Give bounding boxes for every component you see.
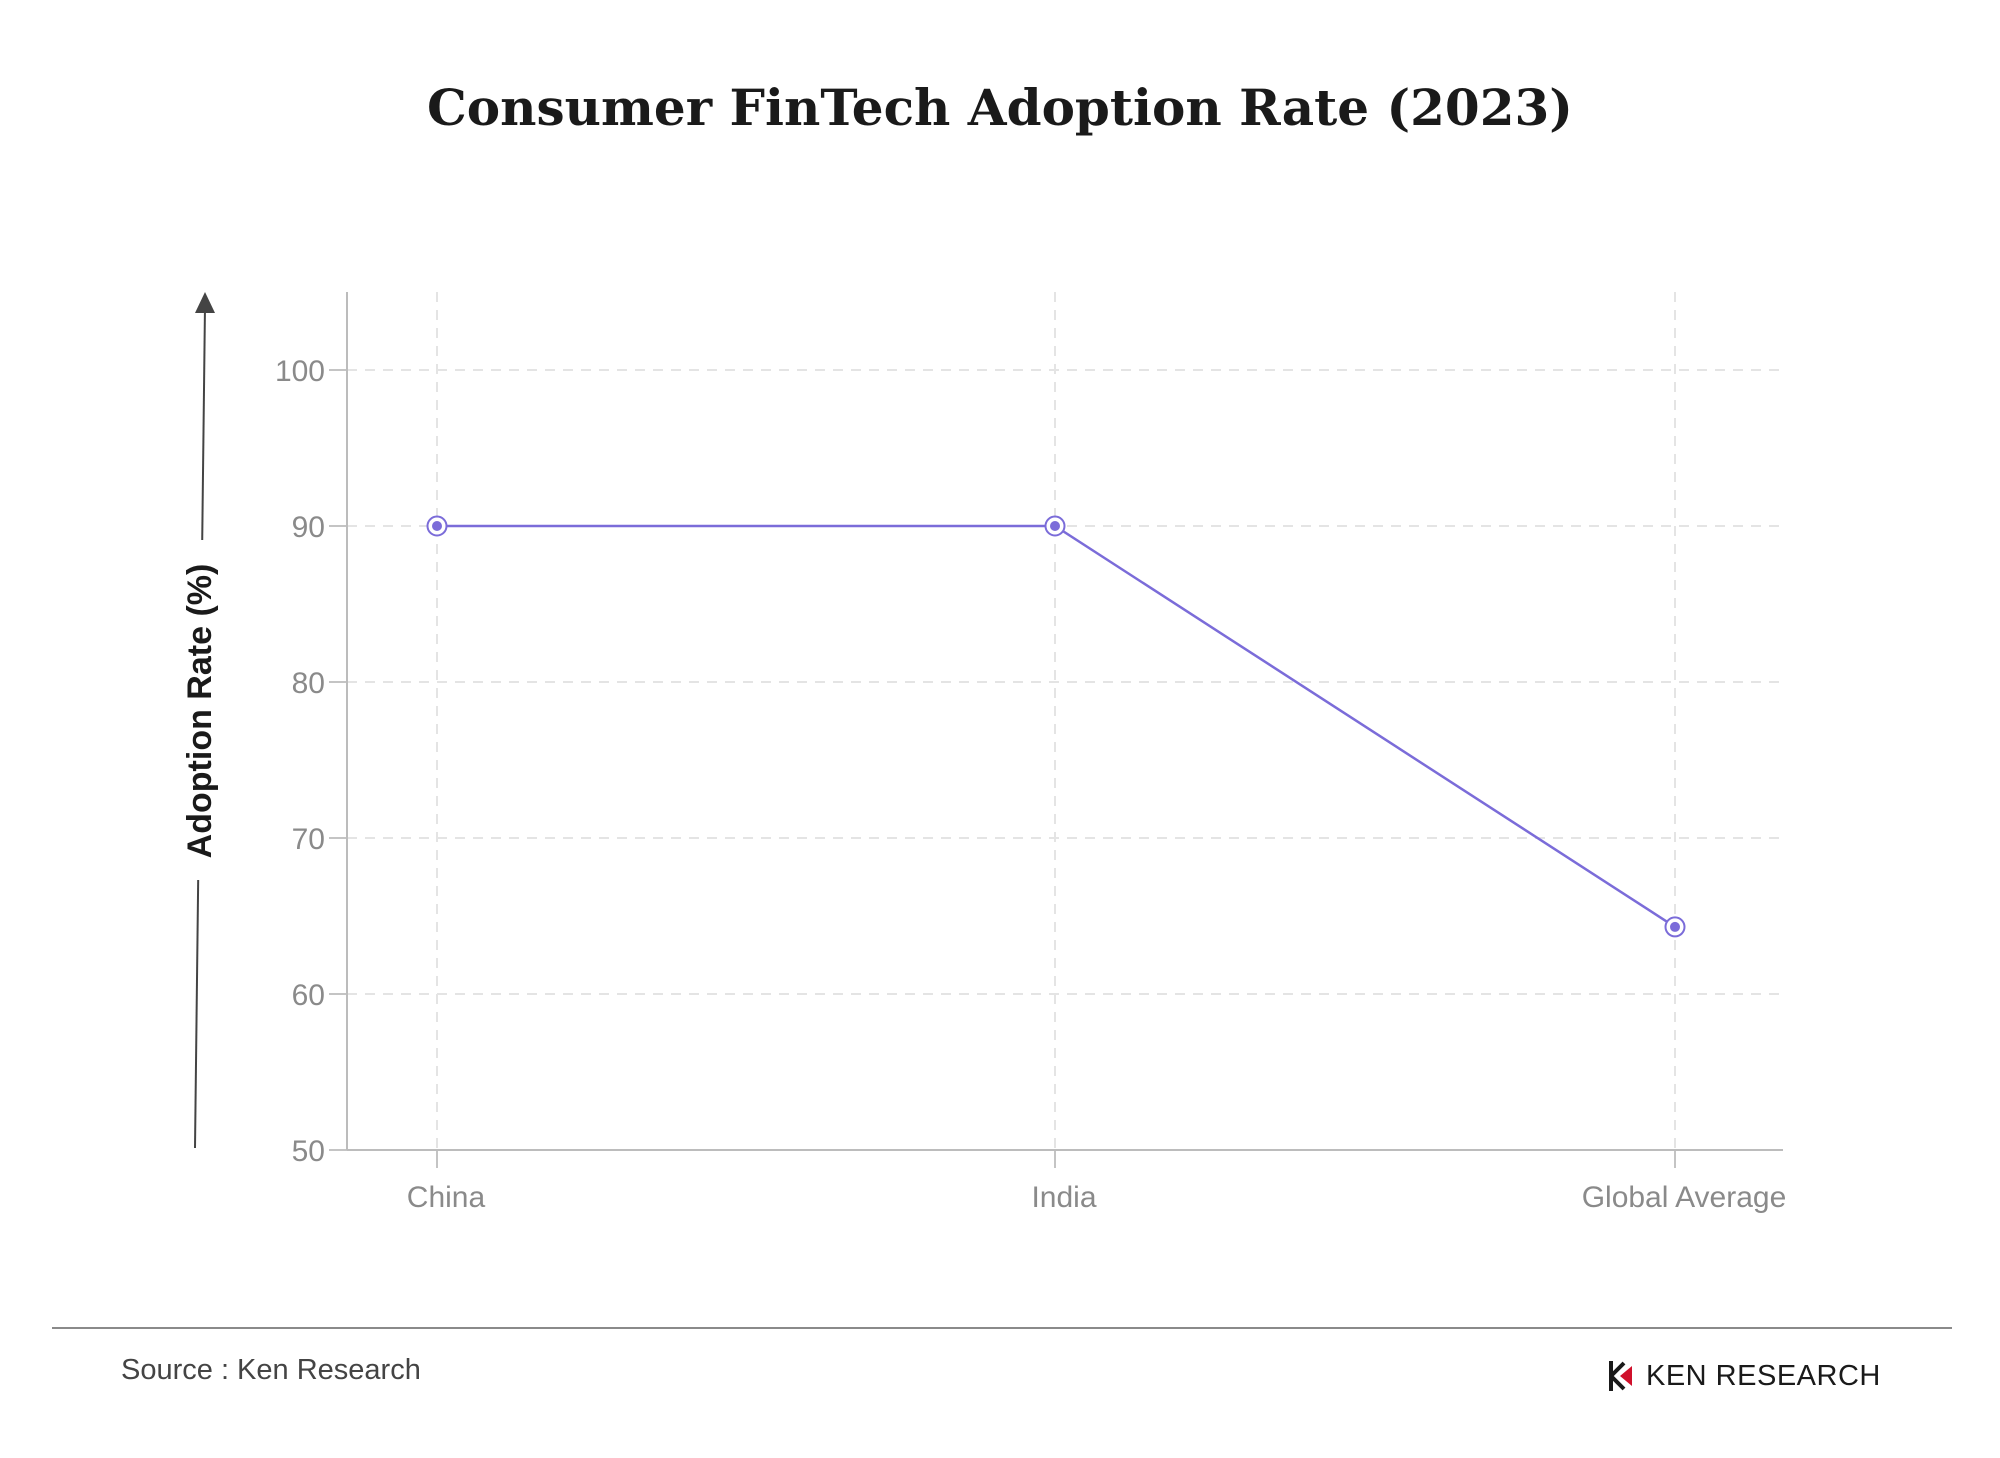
y-tick-label: 60	[292, 979, 325, 1012]
chart-title: Consumer FinTech Adoption Rate (2023)	[427, 78, 1573, 137]
footer-divider	[52, 1327, 1952, 1329]
data-point	[1670, 921, 1680, 932]
x-tick-labels: China India Global Average	[407, 1181, 1787, 1214]
y-tick-labels: 50 60 70 80 90 100	[275, 355, 325, 1168]
x-tick-label: India	[1031, 1181, 1096, 1214]
ken-research-logo-icon	[1609, 1361, 1632, 1391]
y-label-backdrop	[185, 540, 235, 880]
brand-name: KEN RESEARCH	[1646, 1359, 1881, 1392]
source-note: Source : Ken Research	[121, 1354, 421, 1386]
data-point	[432, 521, 442, 531]
y-axis-arrowhead	[195, 292, 215, 313]
data-point	[1050, 521, 1060, 531]
brand-logo: KEN RESEARCH	[1608, 1358, 1881, 1394]
series-layer	[426, 515, 1686, 938]
y-tick-label: 100	[275, 355, 325, 388]
axes	[185, 292, 1783, 1168]
x-tick-label: China	[407, 1181, 486, 1214]
y-axis-label: Adoption Rate (%)	[181, 564, 219, 859]
y-tick-label: 80	[292, 667, 325, 700]
y-tick-label: 70	[292, 823, 325, 856]
y-tick-label: 90	[292, 511, 325, 544]
line-chart: 50 60 70 80 90 100 China India Global Average A…	[181, 292, 1787, 1214]
y-axis-label-group: Adoption Rate (%)	[181, 564, 219, 859]
x-tick-label: Global Average	[1582, 1181, 1787, 1214]
grid-lines	[347, 292, 1783, 1150]
y-tick-label: 50	[292, 1135, 325, 1168]
